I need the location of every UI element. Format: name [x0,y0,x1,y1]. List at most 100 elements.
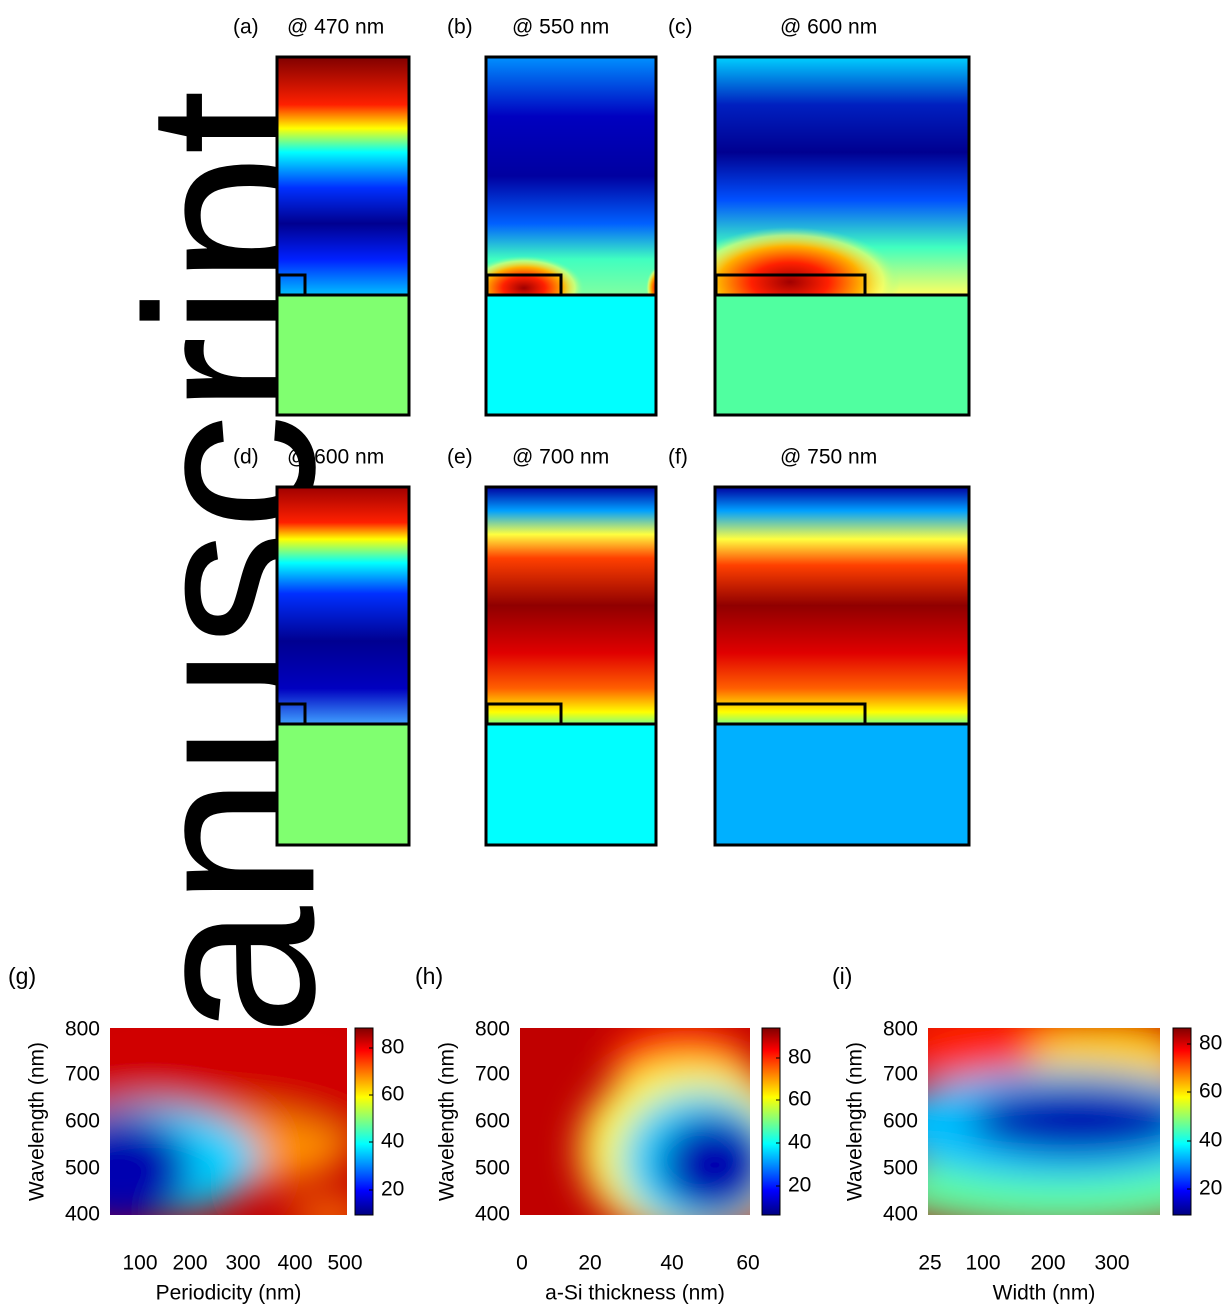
colorbar-tick-label: 60 [381,1083,404,1106]
panel-frame [713,485,971,847]
substrate [486,295,656,415]
x-tick-label: 40 [660,1252,683,1275]
x-axis-label: a-Si thickness (nm) [545,1282,725,1305]
heatmap-region [110,1115,190,1215]
colorbar [354,1027,374,1216]
colorbar-tick-label: 80 [1199,1032,1222,1055]
heatmap-region [660,1115,750,1215]
field-hotspot [646,266,656,295]
substrate [715,295,969,415]
heatmap-region [290,1200,347,1215]
heatmap-field [110,1028,347,1215]
panel-frame [275,485,411,847]
panel-label: (g) [8,963,36,989]
substrate [715,724,969,845]
panel-title: @ 550 nm [512,16,609,39]
panel-label: (b) [447,16,473,39]
y-tick-label: 800 [883,1018,918,1041]
nanostructure [714,273,867,297]
colorbar-tick-label: 80 [788,1046,811,1069]
panel-label: (i) [832,963,852,989]
y-tick-label: 500 [883,1157,918,1180]
colorbar-tick-label: 40 [788,1131,811,1154]
y-tick-label: 600 [475,1110,510,1133]
colorbar-tick-label: 40 [1199,1129,1222,1152]
field-map [715,487,969,724]
panel-label: (e) [447,446,473,469]
colorbar-tick-label: 20 [1199,1177,1222,1200]
colorbar-tick-label: 20 [381,1178,404,1201]
x-axis-label: Periodicity (nm) [156,1282,302,1305]
panel-frame [484,485,658,847]
panel-frame [275,55,411,417]
y-axis-label: Wavelength (nm) [436,1042,459,1201]
field-map [277,487,409,724]
heatmap-region [970,1085,1160,1155]
colorbar-tick-label: 80 [381,1036,404,1059]
field-map [486,57,656,295]
x-tick-label: 400 [277,1252,312,1275]
panel-frame [484,55,658,417]
x-tick-label: 200 [1030,1252,1065,1275]
y-tick-label: 400 [883,1203,918,1226]
x-tick-label: 500 [327,1252,362,1275]
panel-title: @ 470 nm [287,16,384,39]
field-hotspot [715,227,900,295]
substrate [277,724,409,845]
heatmap [110,1028,347,1215]
panel-label: (h) [415,963,443,989]
y-tick-label: 500 [65,1157,100,1180]
y-tick-label: 800 [65,1018,100,1041]
y-tick-label: 600 [65,1110,100,1133]
y-tick-label: 500 [475,1157,510,1180]
panel-label: (f) [668,446,688,469]
x-tick-label: 100 [122,1252,157,1275]
nanostructure [485,273,563,297]
colorbar-tick-label: 20 [788,1174,811,1197]
heatmap [520,1028,750,1215]
heatmap-field [580,1028,750,1215]
y-tick-label: 400 [475,1203,510,1226]
y-tick-label: 700 [65,1063,100,1086]
heatmap-field [928,1028,1160,1215]
x-tick-label: 300 [225,1252,260,1275]
panel-label: (d) [233,446,259,469]
x-tick-label: 100 [965,1252,1000,1275]
x-tick-label: 20 [578,1252,601,1275]
nanostructure [277,273,307,297]
x-tick-label: 60 [736,1252,759,1275]
heatmap [928,1028,1160,1215]
y-tick-label: 700 [883,1063,918,1086]
panel-title: @ 700 nm [512,446,609,469]
panel-label: (c) [668,16,693,39]
nanostructure [485,702,563,726]
panel-frame [713,55,971,417]
colorbar-tick-label: 40 [381,1130,404,1153]
y-tick-label: 800 [475,1018,510,1041]
substrate [486,724,656,845]
nanostructure [277,702,307,726]
y-axis-label: Wavelength (nm) [26,1042,49,1201]
colorbar [761,1027,781,1216]
panel-title: @ 600 nm [287,446,384,469]
y-tick-label: 400 [65,1203,100,1226]
nanostructure [714,702,867,726]
x-axis-label: Width (nm) [993,1282,1096,1305]
panel-title: @ 750 nm [780,446,877,469]
colorbar-tick-label: 60 [1199,1080,1222,1103]
x-tick-label: 300 [1094,1252,1129,1275]
colorbar-tick-label: 60 [788,1088,811,1111]
field-map [486,487,656,724]
field-map [277,57,409,295]
x-tick-label: 200 [172,1252,207,1275]
x-tick-label: 0 [516,1252,528,1275]
x-tick-label: 25 [918,1252,941,1275]
panel-title: @ 600 nm [780,16,877,39]
colorbar [1172,1027,1192,1216]
panel-label: (a) [233,16,259,39]
substrate [277,295,409,415]
y-axis-label: Wavelength (nm) [844,1042,867,1201]
y-tick-label: 600 [883,1110,918,1133]
y-tick-label: 700 [475,1063,510,1086]
